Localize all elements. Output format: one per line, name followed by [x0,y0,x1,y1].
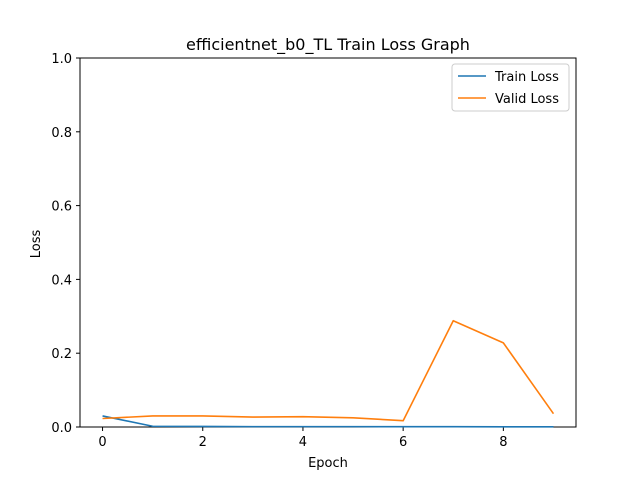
legend: Train Loss Valid Loss [451,63,570,112]
chart-title: efficientnet_b0_TL Train Loss Graph [186,35,470,55]
train-loss-line [102,415,554,428]
y-axis-label: Loss [29,230,44,259]
valid-loss-line [102,319,555,422]
y-tick-label: 0.0 [51,421,72,436]
x-tick-label: 0 [98,435,106,450]
x-tick-label: 2 [199,435,207,450]
x-tick-label: 8 [499,435,507,450]
y-axis-ticks: 0.0 0.2 0.4 0.6 0.8 1.0 [51,52,80,436]
legend-label-train-loss: Train Loss [494,70,559,85]
legend-label-valid-loss: Valid Loss [495,92,559,107]
y-tick-label: 0.8 [51,126,72,141]
y-tick-label: 0.2 [51,347,72,362]
x-tick-label: 4 [299,435,307,450]
x-axis-label: Epoch [308,456,348,471]
y-tick-label: 1.0 [51,52,72,67]
plot-area: 0 2 4 6 8 0.0 0.2 0.4 0.6 0.8 1.0 [51,52,577,450]
x-axis-ticks: 0 2 4 6 8 [98,427,507,450]
x-tick-label: 6 [399,435,407,450]
series-lines [102,319,555,428]
y-tick-label: 0.4 [51,273,72,288]
y-tick-label: 0.6 [51,200,72,215]
